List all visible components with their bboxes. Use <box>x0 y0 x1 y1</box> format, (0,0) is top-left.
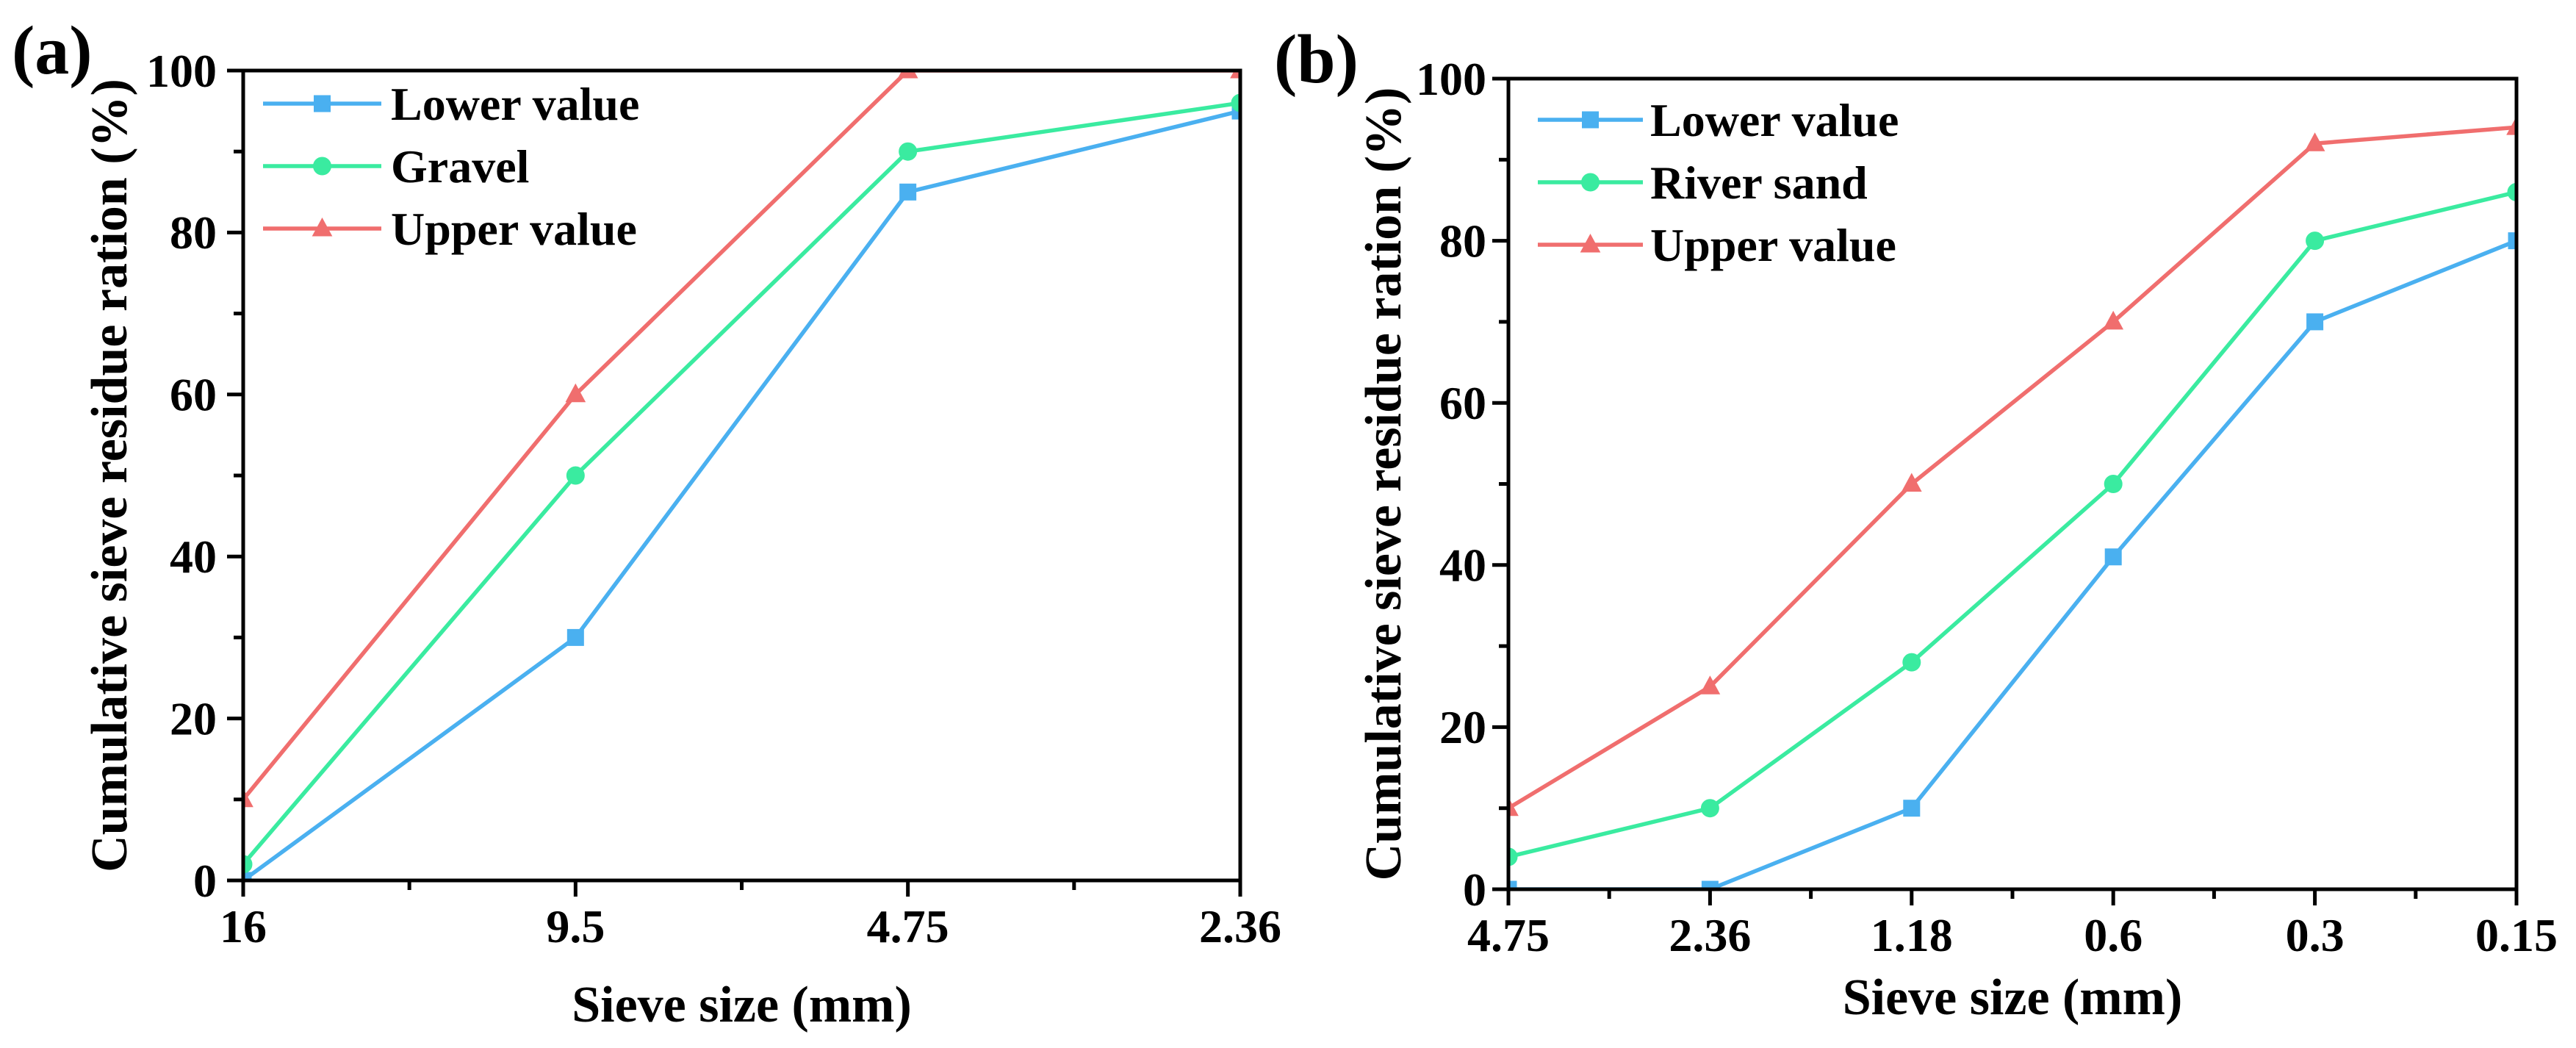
panel-label: (a) <box>12 12 93 89</box>
x-tick-label: 0.15 <box>2475 909 2558 961</box>
data-point-upper-value <box>1699 675 1721 695</box>
legend-entry-upper-value: Upper value <box>1538 219 1896 271</box>
legend-marker-triangle <box>312 217 333 237</box>
y-tick-label: 20 <box>170 692 217 744</box>
legend-label: Gravel <box>391 140 529 193</box>
series-line-gravel <box>243 101 1240 866</box>
y-tick-label: 60 <box>170 369 217 421</box>
y-tick-label: 80 <box>1439 215 1486 267</box>
series-lower-value <box>1508 232 2516 889</box>
data-point-river-sand <box>2507 182 2516 201</box>
axis-ticks <box>227 68 1242 897</box>
legend-label: River sand <box>1650 157 1868 209</box>
data-point-river-sand <box>2104 475 2123 493</box>
y-tick-label: 20 <box>1439 701 1486 753</box>
legend-marker-circle <box>1581 173 1600 192</box>
y-axis-title: Cumulative sieve residue ration (%) <box>1356 87 1412 881</box>
data-point-gravel <box>1231 93 1240 112</box>
data-point-river-sand <box>1700 799 1719 818</box>
data-point-lower-value <box>1508 880 1517 889</box>
legend: Lower value River sand Upper value <box>1538 94 1899 271</box>
data-point-lower-value <box>566 628 584 646</box>
series-river-sand <box>1508 182 2516 866</box>
data-point-upper-value <box>1508 797 1519 816</box>
series-lower-value <box>243 102 1240 880</box>
x-tick-label: 2.36 <box>1669 909 1751 961</box>
legend-label: Upper value <box>391 203 637 255</box>
legend-label: Lower value <box>391 78 639 130</box>
legend-marker-triangle <box>1580 233 1601 253</box>
y-tick-label: 0 <box>1463 864 1486 916</box>
legend-marker-square <box>1582 111 1599 129</box>
x-tick-label: 0.3 <box>2286 909 2345 961</box>
plot-frame <box>1506 76 2519 891</box>
y-tick-label: 60 <box>1439 377 1486 429</box>
x-axis-title: Sieve size (mm) <box>572 977 912 1033</box>
legend-entry-river-sand: River sand <box>1538 157 1868 209</box>
data-point-lower-value <box>2306 313 2324 331</box>
series-line-lower-value <box>1508 239 2516 889</box>
data-point-lower-value <box>243 872 252 880</box>
data-point-gravel <box>566 466 585 485</box>
series-upper-value <box>1508 116 2516 816</box>
data-point-gravel <box>243 855 253 874</box>
y-tick-label: 80 <box>170 207 217 259</box>
legend-label: Upper value <box>1650 219 1896 271</box>
series-gravel <box>243 93 1240 874</box>
x-tick-label: 9.5 <box>546 900 605 952</box>
legend-marker-circle <box>313 157 331 176</box>
series-line-upper-value <box>1508 125 2516 811</box>
data-point-gravel <box>899 142 918 161</box>
x-tick-label: 0.6 <box>2084 909 2143 961</box>
legend-label: Lower value <box>1650 94 1899 146</box>
legend-entry-upper-value: Upper value <box>263 203 637 255</box>
plot-frame <box>241 68 1242 883</box>
data-point-upper-value <box>2103 310 2124 330</box>
data-point-lower-value <box>2104 548 2122 566</box>
chart-panel-b: (b) 0 20 40 60 80 100 4.75 2.36 1.18 0.6 0.3 0.15 Sie… <box>1274 21 2558 1026</box>
data-point-upper-value <box>1901 473 1922 492</box>
data-point-lower-value <box>1701 880 1719 889</box>
series-line-lower-value <box>243 109 1240 880</box>
chart-panel-a: (a) 0 20 40 60 80 100 16 9.5 4.75 2.36 Sieve size (… <box>12 12 1281 1033</box>
y-tick-label: 0 <box>193 855 217 907</box>
x-tick-label: 16 <box>220 900 267 952</box>
y-axis-title: Cumulative sieve residue ration (%) <box>82 79 138 872</box>
data-point-upper-value <box>565 383 586 403</box>
data-point-upper-value <box>2304 132 2325 151</box>
x-tick-label: 4.75 <box>867 900 949 952</box>
panel-label: (b) <box>1274 21 1359 98</box>
y-tick-label: 100 <box>1416 53 1486 105</box>
plot-data <box>243 71 1240 880</box>
legend-marker-square <box>314 95 331 112</box>
x-axis-title: Sieve size (mm) <box>1843 969 2183 1026</box>
legend: Lower value Gravel Upper value <box>263 78 639 255</box>
y-tick-label: 40 <box>1439 539 1486 592</box>
x-tick-label: 1.18 <box>1871 909 1953 961</box>
data-point-river-sand <box>1902 653 1921 672</box>
legend-entry-gravel: Gravel <box>263 140 529 193</box>
data-point-lower-value <box>899 183 917 201</box>
data-point-lower-value <box>1903 800 1921 817</box>
data-point-upper-value <box>243 788 253 808</box>
series-line-upper-value <box>243 71 1240 801</box>
series-line-river-sand <box>1508 190 2516 859</box>
x-tick-label: 2.36 <box>1199 900 1281 952</box>
data-point-river-sand <box>1508 847 1518 866</box>
legend-entry-lower-value: Lower value <box>1538 94 1899 146</box>
y-tick-label: 40 <box>170 531 217 583</box>
data-point-river-sand <box>2306 232 2325 251</box>
legend-entry-lower-value: Lower value <box>263 78 639 130</box>
x-tick-label: 4.75 <box>1467 909 1550 961</box>
data-point-lower-value <box>2508 232 2516 250</box>
y-tick-label: 100 <box>146 45 217 97</box>
data-point-upper-value <box>2506 116 2516 135</box>
axis-ticks <box>1492 76 2519 905</box>
plot-data <box>1508 116 2516 889</box>
